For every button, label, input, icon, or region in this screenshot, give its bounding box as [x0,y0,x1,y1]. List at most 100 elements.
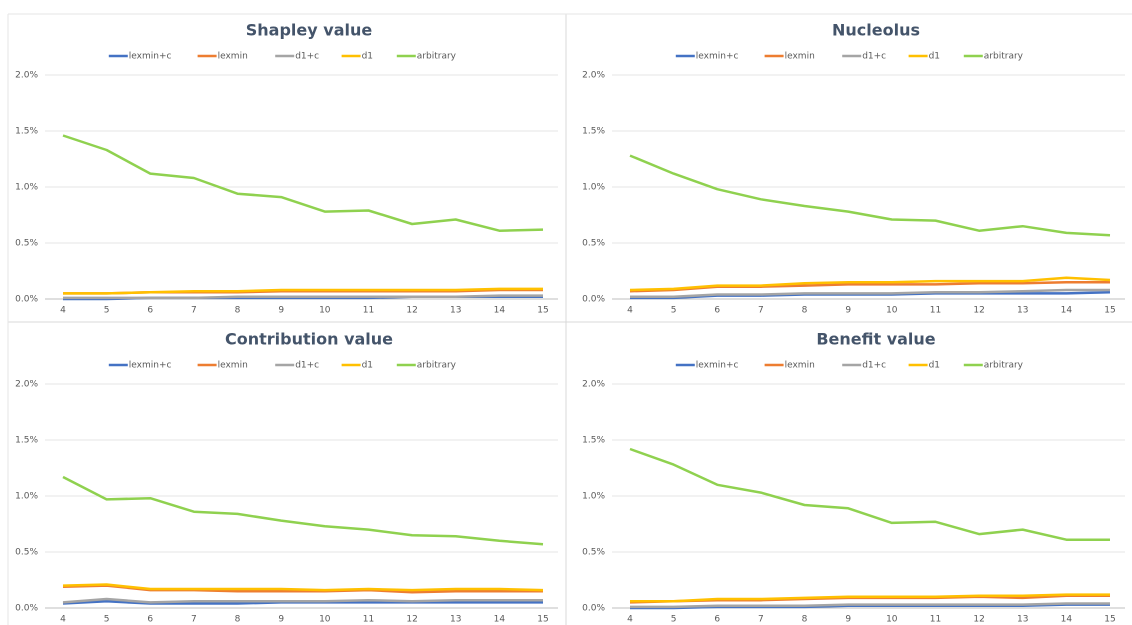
legend-label: arbitrary [417,52,457,62]
y-tick-label: 1.0% [582,492,605,502]
y-tick-label: 1.5% [582,436,605,446]
x-tick-label: 14 [1061,615,1073,625]
x-tick-label: 7 [758,615,764,625]
series-line [629,276,1111,292]
y-tick-label: 1.5% [15,127,38,137]
y-tick-label: 1.0% [15,492,38,502]
x-tick-label: 6 [714,306,720,316]
legend-label: d1 [362,52,373,62]
legend-label: lexmin [785,361,815,371]
y-tick-label: 0.5% [582,548,605,558]
x-tick-label: 4 [60,615,66,625]
x-tick-label: 15 [1104,306,1115,316]
x-tick-label: 8 [802,615,808,625]
series-line [62,134,544,232]
legend-label: d1+c [295,361,319,371]
x-tick-label: 15 [537,615,548,625]
x-tick-label: 7 [191,306,197,316]
x-tick-label: 6 [714,615,720,625]
chart-title: Nucleolus [832,21,920,40]
x-tick-label: 14 [1061,306,1073,316]
legend-label: arbitrary [984,52,1024,62]
y-tick-label: 0.0% [15,604,38,614]
series-line [63,294,543,300]
legend-label: lexmin [785,52,815,62]
y-tick-label: 1.0% [582,183,605,193]
legend-label: d1 [929,361,940,371]
x-tick-label: 11 [363,306,374,316]
x-tick-label: 8 [235,306,241,316]
legend-label: arbitrary [984,361,1024,371]
series-line [630,593,1110,603]
chart-title: Shapley value [246,21,373,40]
x-tick-label: 12 [973,615,984,625]
series-line [630,288,1110,299]
series-line [629,447,1110,541]
x-tick-label: 11 [363,615,374,625]
chart-title: Benefit value [816,330,935,349]
legend-label: lexmin+c [696,361,739,371]
legend-label: lexmin [218,52,248,62]
legend-label: arbitrary [417,361,457,371]
x-tick-label: 10 [886,615,898,625]
legend-label: lexmin+c [129,52,172,62]
legend-label: d1+c [862,361,886,371]
x-tick-label: 13 [1017,306,1028,316]
x-tick-label: 8 [235,615,241,625]
chart-title: Contribution value [225,330,393,349]
y-tick-label: 2.0% [582,380,605,390]
y-tick-label: 0.5% [15,239,38,249]
x-tick-label: 8 [802,306,808,316]
y-tick-label: 1.5% [582,127,605,137]
series-line [630,602,1110,609]
x-tick-label: 5 [671,615,677,625]
x-tick-label: 5 [671,306,677,316]
x-tick-label: 11 [930,615,941,625]
x-tick-label: 4 [627,615,633,625]
legend-label: lexmin+c [696,52,739,62]
y-tick-label: 2.0% [582,71,605,81]
y-tick-label: 1.0% [15,183,38,193]
x-tick-label: 5 [104,306,110,316]
series-line [63,287,543,295]
legend-label: d1 [929,52,940,62]
legend-label: d1 [362,361,373,371]
x-tick-label: 7 [191,615,197,625]
y-tick-label: 0.5% [582,239,605,249]
x-tick-label: 9 [845,615,851,625]
x-tick-label: 4 [627,306,633,316]
x-tick-label: 9 [278,306,284,316]
series-line [62,597,543,604]
legend-label: d1+c [862,52,886,62]
legend-label: d1+c [295,52,319,62]
x-tick-label: 10 [319,306,331,316]
x-tick-label: 9 [278,615,284,625]
x-tick-label: 13 [1017,615,1028,625]
x-tick-label: 15 [1104,615,1115,625]
x-tick-label: 10 [886,306,898,316]
x-tick-label: 6 [147,615,153,625]
x-tick-label: 9 [845,306,851,316]
y-tick-label: 0.5% [15,548,38,558]
x-tick-label: 6 [147,306,153,316]
x-tick-label: 10 [319,615,331,625]
x-tick-label: 12 [973,306,984,316]
series-line [62,583,544,592]
y-tick-label: 0.0% [582,295,605,305]
legend-label: lexmin+c [129,361,172,371]
series-line [62,475,544,546]
x-tick-label: 13 [450,306,461,316]
x-tick-label: 11 [930,306,941,316]
x-tick-label: 12 [406,306,417,316]
y-tick-label: 2.0% [15,71,38,81]
y-tick-label: 0.0% [582,604,605,614]
y-tick-label: 2.0% [15,380,38,390]
y-tick-label: 0.0% [15,295,38,305]
x-tick-label: 7 [758,306,764,316]
x-tick-label: 14 [494,615,506,625]
y-tick-label: 1.5% [15,436,38,446]
x-tick-label: 5 [104,615,110,625]
x-tick-label: 15 [537,306,548,316]
x-tick-label: 12 [406,615,417,625]
